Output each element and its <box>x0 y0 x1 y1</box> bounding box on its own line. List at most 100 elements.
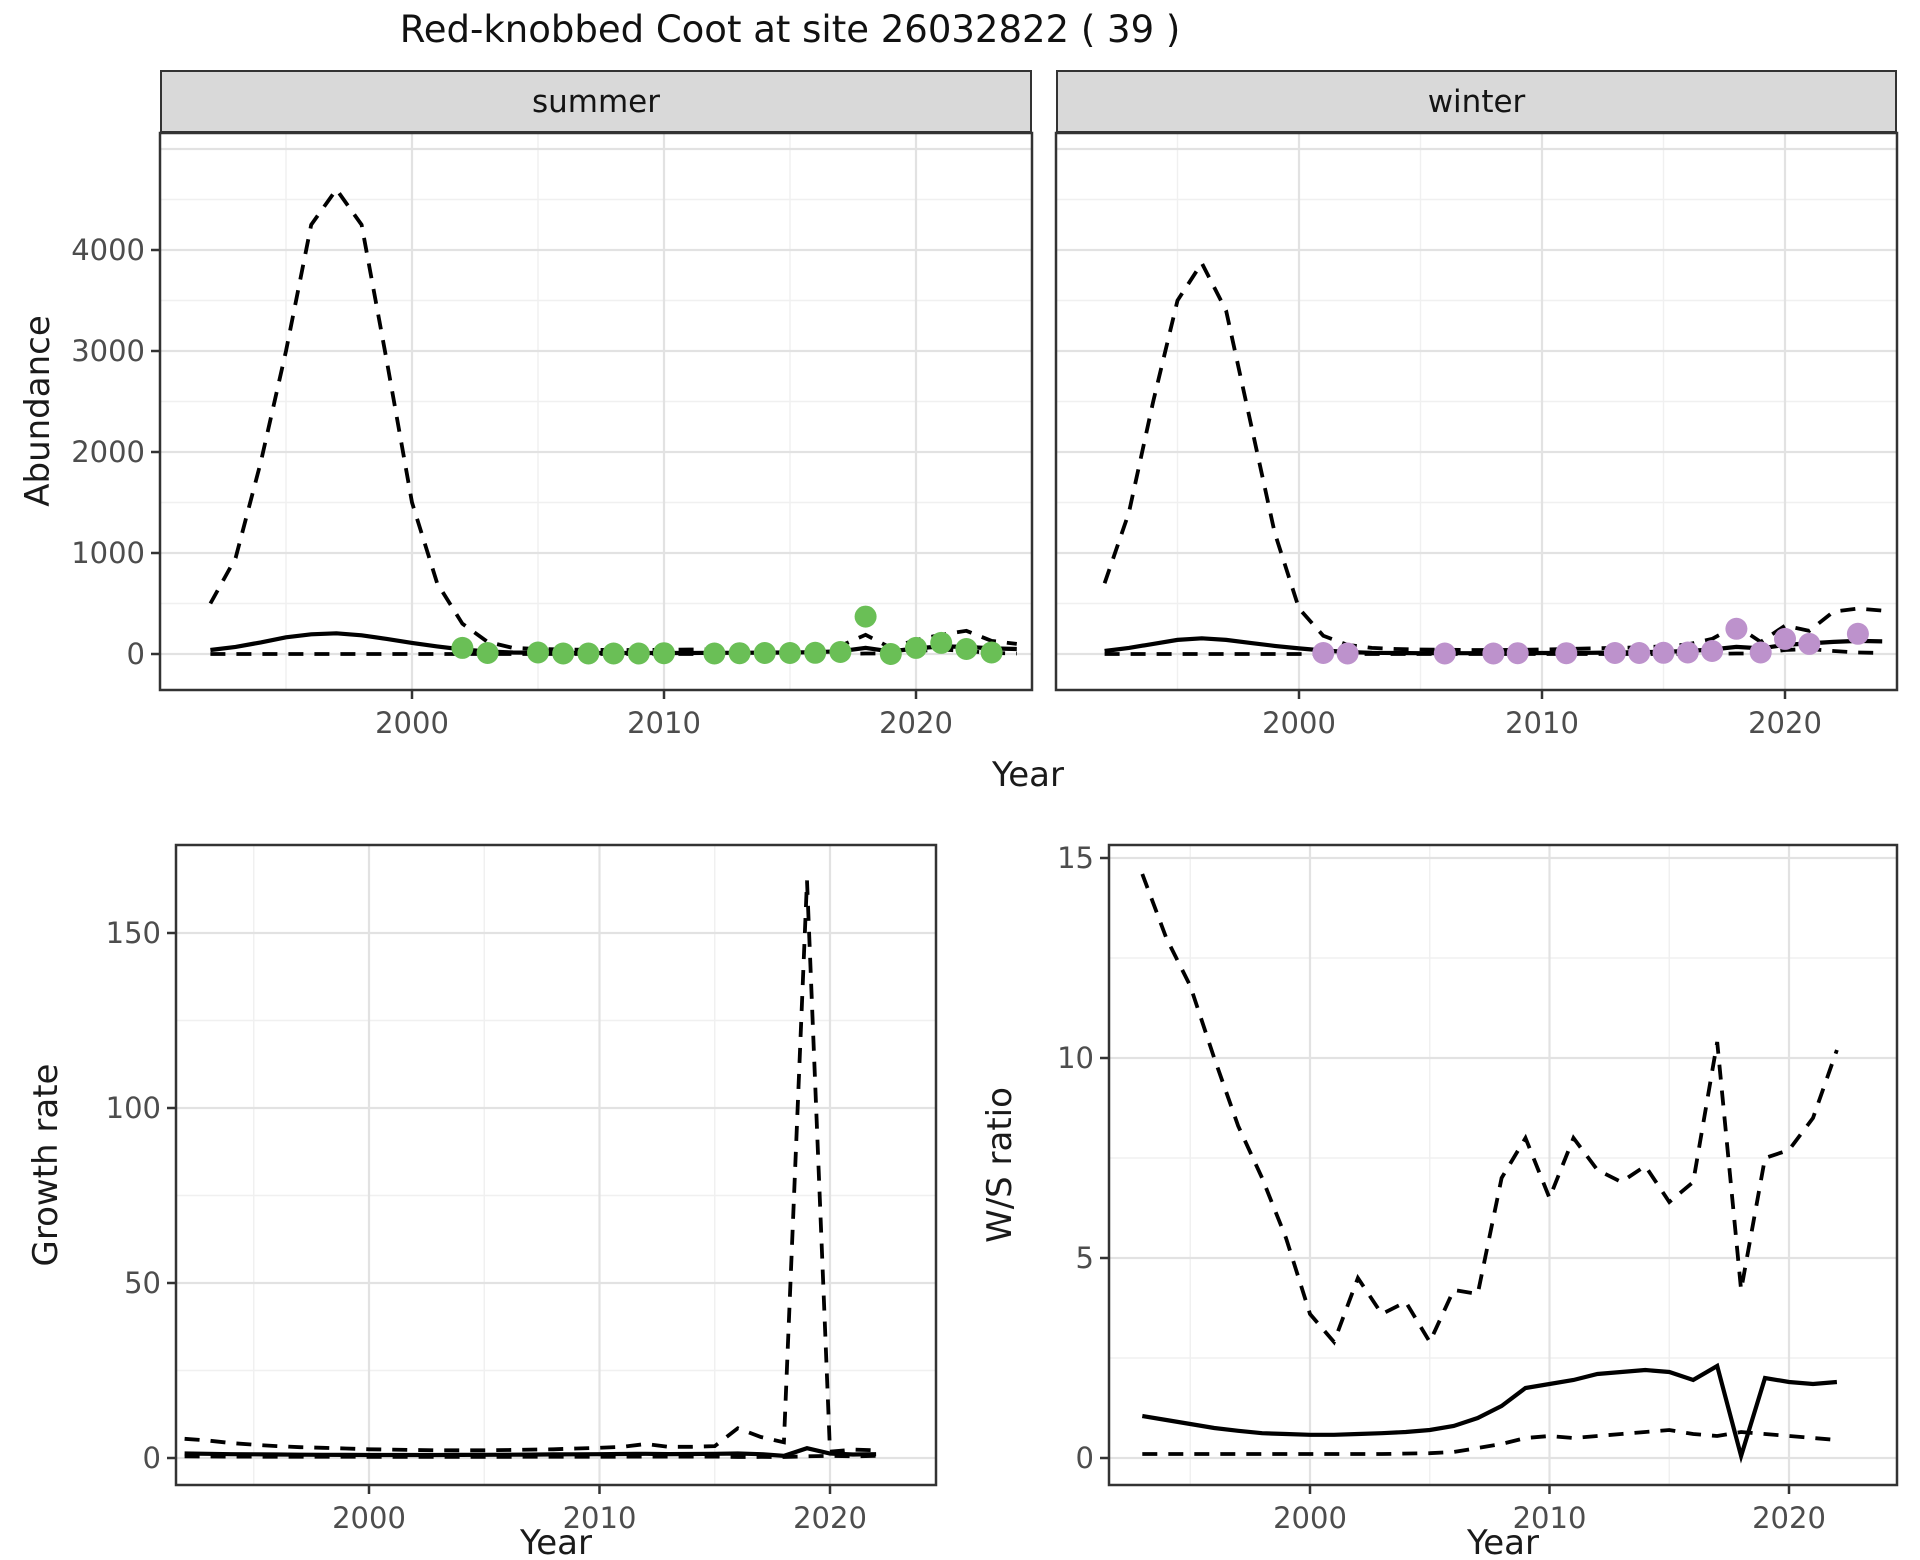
y-tick-label: 4000 <box>71 233 145 267</box>
panel-ws_ratio: 2000 2010 2020 0 5 10 15 <box>1057 841 1899 1535</box>
gridlines-growth_rate <box>176 845 936 1485</box>
observation-dot <box>577 642 600 665</box>
plot-title: Red-knobbed Coot at site 26032822 ( 39 ) <box>399 8 1181 51</box>
observation-dot <box>703 642 726 665</box>
y-tick-label: 0 <box>143 1441 161 1475</box>
panel-border-abundance_summer <box>158 131 1034 692</box>
gridlines-abundance_summer <box>160 133 1032 690</box>
x-tick-label: 2010 <box>1513 1501 1587 1535</box>
observation-dot <box>1725 617 1748 640</box>
modelled_mean-line <box>1141 1362 1838 1464</box>
observation-dot <box>905 636 927 659</box>
y-tick-label: 0 <box>1076 1441 1094 1475</box>
series-abundance_summer <box>208 186 1018 665</box>
facet-strip-winter-label: winter <box>1427 83 1526 120</box>
observation-dot <box>728 642 751 665</box>
observation-dot <box>829 641 852 663</box>
modelled_mean-line <box>184 1446 877 1459</box>
x-tick-label: 2020 <box>793 1501 867 1535</box>
observation-dot <box>1506 642 1529 665</box>
observation-dot <box>980 641 1003 664</box>
observation-dot <box>1433 642 1456 665</box>
observation-dot <box>1603 642 1626 664</box>
observation-dot <box>627 642 650 665</box>
observation-dot <box>451 636 474 659</box>
y-tick-label: 5 <box>1076 1241 1094 1275</box>
series-growth_rate <box>184 880 877 1459</box>
x-axis-title-year-top: Year <box>992 755 1064 795</box>
axes-abundance_summer: 2000 2010 2020 0 1000 2000 3000 4000 <box>71 233 953 740</box>
y-tick-label: 1000 <box>71 536 145 570</box>
y-tick-label: 150 <box>106 916 161 950</box>
x-tick-label: 2020 <box>1748 706 1822 740</box>
observation-dot <box>930 631 953 654</box>
lower_95ci-line <box>1142 1428 1838 1456</box>
y-tick-label: 0 <box>127 637 145 671</box>
panel-abundance_winter: 2000 2010 2020 <box>1054 131 1899 740</box>
x-tick-label: 2000 <box>332 1501 406 1535</box>
facet-strip-winter: winter <box>1056 70 1897 133</box>
observation-dot <box>653 642 675 665</box>
x-axis-title-year-ws: Year <box>1467 1523 1539 1560</box>
lower_95ci-line <box>210 647 1017 656</box>
facet-strip-summer: summer <box>160 70 1032 133</box>
observation-dot <box>955 638 978 660</box>
panel-border-ws_ratio <box>1107 843 1899 1487</box>
x-tick-label: 2010 <box>563 1501 637 1535</box>
observation-dot <box>1798 632 1821 655</box>
observation-dot <box>1336 642 1359 665</box>
x-tick-label: 2000 <box>1273 1501 1347 1535</box>
upper_95ci-line <box>1102 259 1883 652</box>
observation-dot <box>602 642 625 665</box>
panel-growth_rate: 2000 2010 2020 0 50 100 150 <box>106 843 938 1535</box>
x-tick-label: 2010 <box>1505 706 1579 740</box>
panel-border-abundance_winter <box>1054 131 1899 692</box>
observation-dot <box>527 641 549 664</box>
y-axis-title-abundance: Abundance <box>18 315 58 507</box>
panel-abundance_summer: 2000 2010 2020 0 1000 2000 3000 4000 <box>71 131 1034 740</box>
facet-strip-summer-label: summer <box>531 83 660 120</box>
y-tick-label: 2000 <box>71 435 145 469</box>
y-axis-title-growth-rate: Growth rate <box>26 1063 66 1267</box>
panel-border-growth_rate <box>174 843 938 1487</box>
observation-dot <box>1312 642 1335 664</box>
observation-dot <box>1749 641 1772 664</box>
y-tick-label: 100 <box>106 1091 161 1125</box>
upper_95ci-line <box>184 880 877 1454</box>
observation-dot <box>804 641 827 664</box>
axes-abundance_winter: 2000 2010 2020 <box>1262 690 1822 740</box>
observation-dot <box>879 643 902 665</box>
observation-dot <box>1676 641 1699 664</box>
observation-dot <box>779 642 801 664</box>
upper_95ci-line <box>1140 873 1839 1347</box>
observation-dot <box>1701 640 1724 662</box>
observation-dot <box>1628 642 1651 664</box>
observation-dot <box>476 642 499 664</box>
series-ws_ratio <box>1140 873 1839 1464</box>
x-tick-label: 2020 <box>1752 1501 1826 1535</box>
observation-dot <box>552 642 575 665</box>
observation-dot <box>1652 641 1675 664</box>
y-tick-label: 50 <box>124 1266 161 1300</box>
x-tick-label: 2000 <box>1262 706 1336 740</box>
observation-dot <box>1774 627 1796 650</box>
y-tick-label: 10 <box>1057 1041 1094 1075</box>
y-axis-title-ws-ratio: W/S ratio <box>980 1087 1020 1243</box>
observation-dot <box>1846 622 1869 645</box>
x-tick-label: 2000 <box>375 706 449 740</box>
observation-dot <box>753 642 776 664</box>
y-tick-label: 3000 <box>71 334 145 368</box>
observation-dot <box>854 605 877 628</box>
observation-dot <box>1482 642 1505 665</box>
x-axis-title-year-growth: Year <box>520 1523 592 1560</box>
axes-growth_rate: 2000 2010 2020 0 50 100 150 <box>106 916 867 1535</box>
observation-dot <box>1555 642 1578 665</box>
gridlines-ws_ratio <box>1109 845 1897 1485</box>
x-tick-label: 2020 <box>879 706 953 740</box>
y-tick-label: 15 <box>1057 841 1094 875</box>
series-abundance_winter <box>1102 259 1883 665</box>
axes-ws_ratio: 2000 2010 2020 0 5 10 15 <box>1057 841 1826 1535</box>
x-tick-label: 2010 <box>627 706 701 740</box>
